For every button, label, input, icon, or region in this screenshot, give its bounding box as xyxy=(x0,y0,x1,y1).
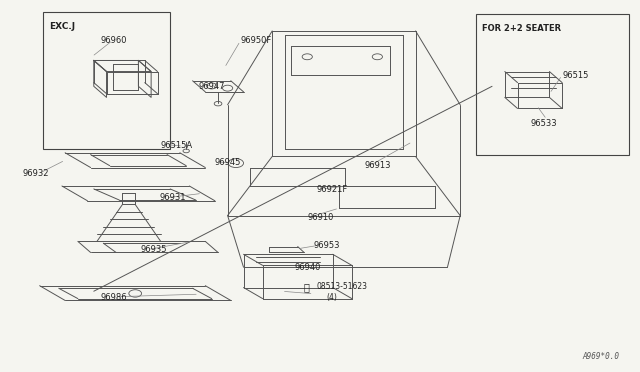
Text: A969*0.0: A969*0.0 xyxy=(582,352,620,361)
Bar xyxy=(476,14,629,155)
Text: 96913: 96913 xyxy=(365,161,391,170)
Text: (4): (4) xyxy=(326,293,337,302)
Text: 96945: 96945 xyxy=(215,157,241,167)
Text: 96533: 96533 xyxy=(531,119,557,128)
Text: 96960: 96960 xyxy=(100,36,127,45)
Text: 96950F: 96950F xyxy=(241,36,271,45)
Text: 08513-51623: 08513-51623 xyxy=(317,282,368,291)
Bar xyxy=(43,13,170,149)
Text: 96947: 96947 xyxy=(199,82,225,91)
Text: 96931: 96931 xyxy=(159,193,186,202)
Text: 96515A: 96515A xyxy=(161,141,193,150)
Text: Ⓢ: Ⓢ xyxy=(303,283,309,292)
Text: 96953: 96953 xyxy=(314,241,340,250)
Text: 96940: 96940 xyxy=(294,263,321,272)
Text: FOR 2+2 SEATER: FOR 2+2 SEATER xyxy=(483,23,562,32)
Text: 96932: 96932 xyxy=(22,169,49,177)
Text: 96515: 96515 xyxy=(562,71,589,80)
Text: 96910: 96910 xyxy=(307,213,333,222)
Text: 96935: 96935 xyxy=(140,245,167,254)
Text: 96986: 96986 xyxy=(100,293,127,302)
Text: EXC.J: EXC.J xyxy=(49,22,76,31)
Text: 96921F: 96921F xyxy=(317,185,348,194)
